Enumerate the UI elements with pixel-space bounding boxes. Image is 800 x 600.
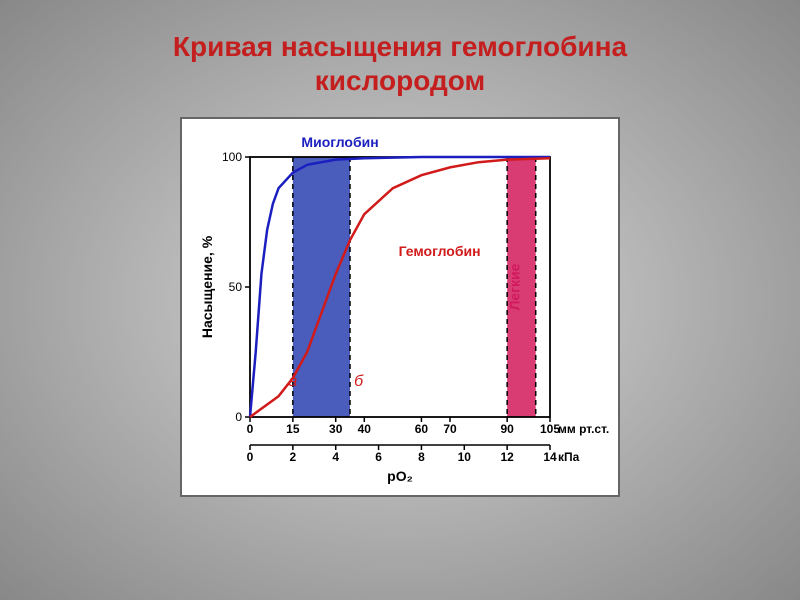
svg-text:70: 70 [443,422,457,436]
svg-text:10: 10 [458,450,472,464]
svg-text:кПа: кПа [558,450,580,464]
title-line-2: кислородом [315,65,485,96]
svg-text:Миоглобин: Миоглобин [301,134,378,150]
svg-text:14: 14 [543,450,557,464]
svg-text:40: 40 [358,422,372,436]
svg-text:0: 0 [247,422,254,436]
slide-title: Кривая насыщения гемоглобина кислородом [173,30,627,97]
svg-text:6: 6 [375,450,382,464]
svg-text:а: а [288,373,297,390]
saturation-chart: 0501000153040607090105мм рт.ст.024681012… [190,127,610,487]
svg-text:30: 30 [329,422,343,436]
svg-text:0: 0 [235,410,242,424]
chart-container: 0501000153040607090105мм рт.ст.024681012… [180,117,620,497]
svg-text:мм рт.ст.: мм рт.ст. [558,422,609,436]
svg-text:90: 90 [500,422,514,436]
svg-text:Легкие: Легкие [507,264,523,311]
svg-text:Гемоглобин: Гемоглобин [399,243,481,259]
svg-text:60: 60 [415,422,429,436]
svg-text:pO₂: pO₂ [387,468,413,484]
svg-text:50: 50 [229,280,243,294]
svg-text:8: 8 [418,450,425,464]
svg-text:0: 0 [247,450,254,464]
svg-text:15: 15 [286,422,300,436]
svg-text:12: 12 [500,450,514,464]
title-line-1: Кривая насыщения гемоглобина [173,31,627,62]
svg-text:б: б [354,373,364,390]
svg-text:4: 4 [332,450,339,464]
svg-text:Насыщение, %: Насыщение, % [199,235,215,338]
svg-text:100: 100 [222,150,242,164]
svg-text:2: 2 [290,450,297,464]
